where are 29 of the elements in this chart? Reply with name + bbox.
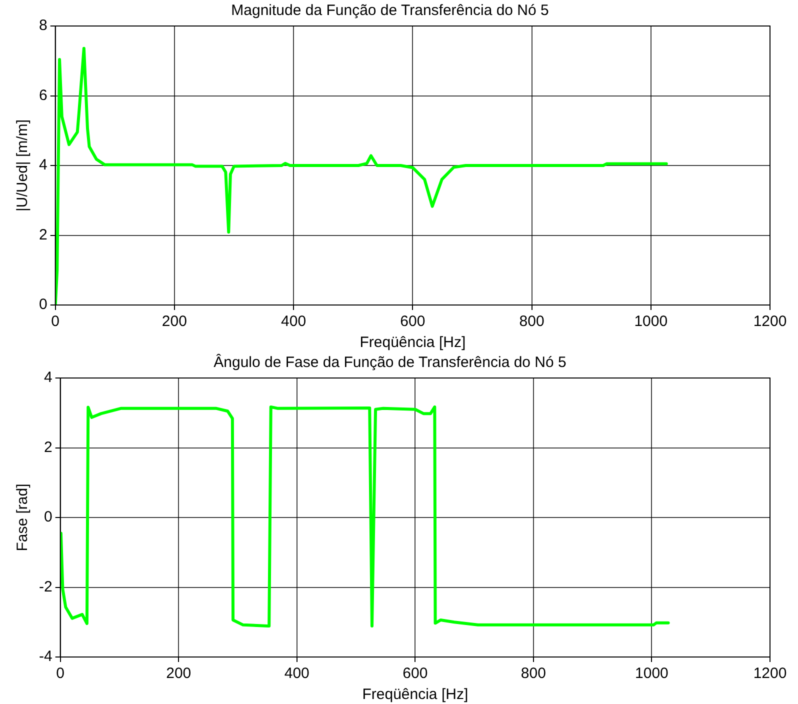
y-axis-title: |U/Ued| [m/m] [14,120,32,212]
x-tick-label: 1200 [753,665,787,682]
y-tick-label: 8 [39,17,48,34]
y-tick-label: 4 [44,369,52,386]
y-tick-label: 2 [44,438,52,456]
x-tick-label: 400 [284,665,310,682]
x-tick-label: 800 [520,665,546,682]
x-axis-title: Freqüência [Hz] [362,686,468,704]
x-tick-label: 600 [402,665,428,682]
chart-title: Magnitude da Função de Transferência do Nó 5 [231,2,549,20]
x-tick-label: 1000 [634,313,668,330]
x-tick-label: 400 [281,313,306,330]
y-tick-label: 0 [39,296,48,314]
y-tick-label: -4 [38,648,52,666]
x-tick-label: 200 [162,313,187,330]
x-axis-title: Freqüência [Hz] [360,334,466,352]
y-tick-label: -2 [38,578,52,596]
y-tick-label: 2 [39,226,48,244]
y-axis-title: Fase [rad] [14,484,32,552]
x-tick-label: 800 [519,313,544,330]
x-tick-label: 1200 [753,313,787,330]
x-tick-label: 0 [56,665,65,682]
y-tick-label: 0 [44,508,52,526]
y-tick-label: 6 [39,86,48,104]
chart-title: Ângulo de Fase da Função de Transferência do Nó 5 [214,353,566,372]
x-tick-label: 600 [400,313,426,330]
x-tick-label: 200 [166,665,192,682]
y-tick-label: 4 [39,156,48,174]
x-tick-label: 1000 [635,665,668,682]
